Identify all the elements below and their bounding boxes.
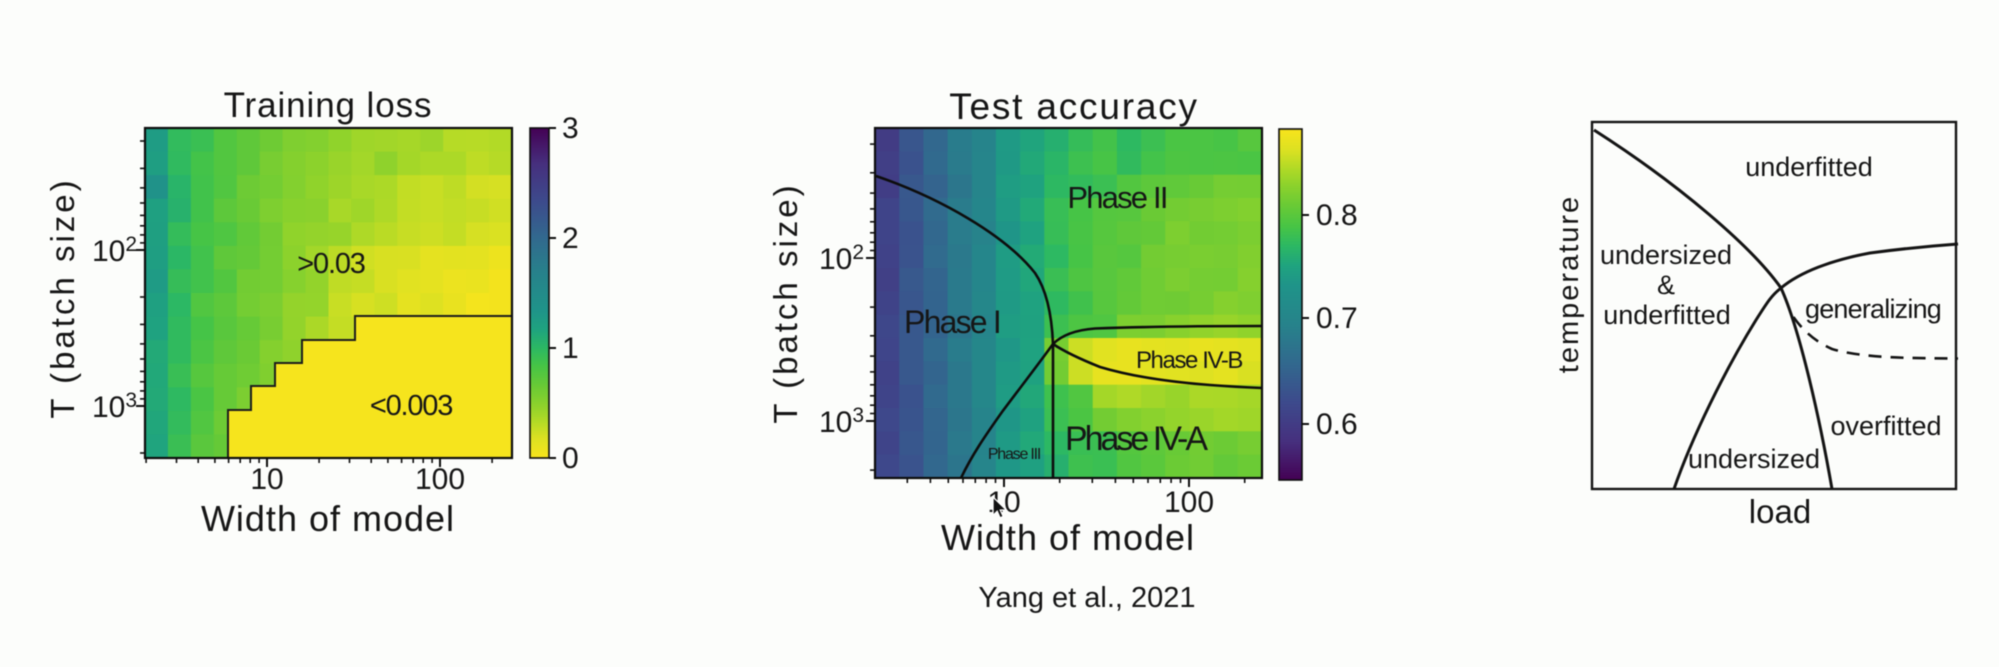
svg-text:Phase IV-A: Phase IV-A (1065, 420, 1208, 458)
svg-text:3: 3 (562, 112, 579, 145)
svg-text:>0.03: >0.03 (297, 248, 364, 280)
svg-text:generalizing: generalizing (1805, 294, 1941, 324)
svg-text:underfitted: underfitted (1745, 152, 1873, 182)
svg-text:overfitted: overfitted (1830, 411, 1941, 441)
svg-text:temperature: temperature (1553, 195, 1585, 373)
svg-text:2: 2 (562, 222, 579, 255)
svg-text:Phase IV-B: Phase IV-B (1136, 347, 1242, 374)
svg-text:Width of model: Width of model (201, 498, 455, 539)
svg-text:T (batch size): T (batch size) (44, 177, 81, 418)
svg-text:Phase II: Phase II (1067, 180, 1166, 215)
svg-text:Training loss: Training loss (224, 86, 433, 125)
svg-text:Test accuracy: Test accuracy (949, 86, 1199, 127)
svg-text:0.6: 0.6 (1316, 408, 1358, 441)
svg-text:Yang et al., 2021: Yang et al., 2021 (978, 582, 1195, 614)
svg-text:undersized: undersized (1688, 444, 1820, 474)
svg-text:Width of model: Width of model (941, 517, 1195, 558)
svg-text:100: 100 (1164, 486, 1214, 519)
svg-text:undersized: undersized (1600, 240, 1732, 270)
svg-text:Phase III: Phase III (988, 446, 1040, 463)
svg-text:0.7: 0.7 (1316, 302, 1358, 335)
svg-text:100: 100 (415, 463, 465, 496)
svg-text:1: 1 (562, 332, 579, 365)
svg-text:&: & (1657, 270, 1675, 300)
svg-text:Phase I: Phase I (904, 304, 1000, 340)
svg-text:10: 10 (250, 463, 283, 496)
svg-text:T (batch size): T (batch size) (767, 182, 804, 423)
svg-text:0: 0 (562, 442, 579, 475)
svg-text:underfitted: underfitted (1603, 300, 1731, 330)
svg-text:10: 10 (987, 486, 1020, 519)
svg-text:load: load (1749, 493, 1811, 530)
svg-text:<0.003: <0.003 (370, 390, 452, 422)
svg-text:0.8: 0.8 (1316, 199, 1358, 232)
